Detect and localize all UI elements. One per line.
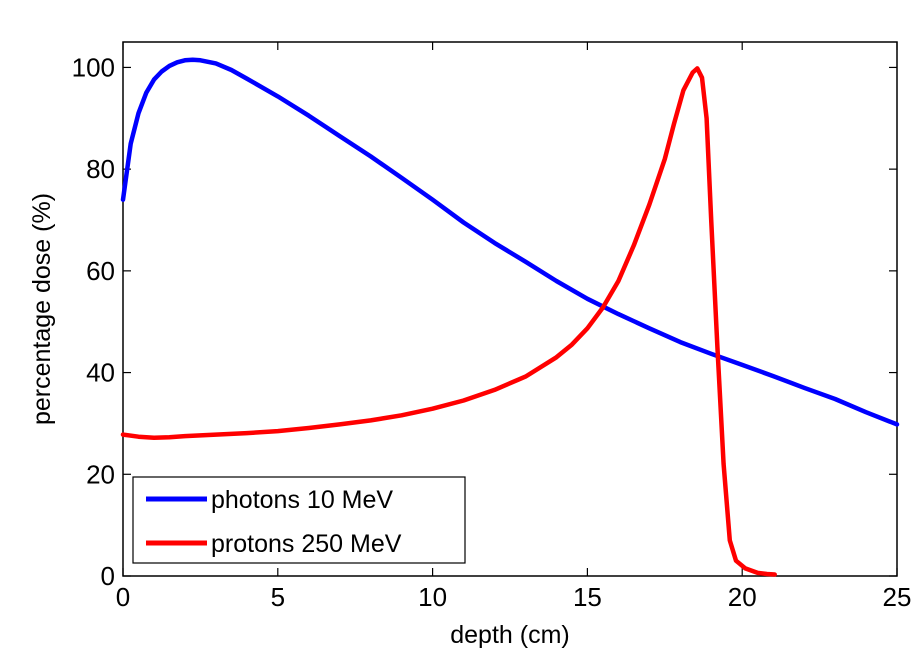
x-tick-label: 15 — [573, 582, 602, 612]
legend-label-photons: photons 10 MeV — [211, 486, 393, 514]
x-tick-label: 25 — [883, 582, 912, 612]
x-axis-label: depth (cm) — [450, 621, 569, 649]
y-tick-label: 60 — [86, 256, 115, 286]
series-line-photons — [120, 57, 900, 427]
x-tick-label: 0 — [116, 582, 130, 612]
legend-box — [132, 476, 466, 564]
legend: photons 10 MeV protons 250 MeV — [132, 476, 466, 564]
tick-labels: 0 5 10 15 20 25 0 20 40 60 80 100 — [72, 52, 912, 612]
y-axis-label: percentage dose (%) — [28, 193, 56, 425]
y-tick-label: 20 — [86, 459, 115, 489]
x-tick-label: 5 — [271, 582, 285, 612]
series-layer — [120, 57, 900, 577]
legend-label-protons: protons 250 MeV — [211, 530, 402, 558]
series-line-protons — [120, 66, 777, 577]
y-tick-label: 40 — [86, 358, 115, 388]
x-tick-label: 20 — [728, 582, 757, 612]
y-tick-label: 100 — [72, 52, 115, 82]
y-tick-label: 80 — [86, 154, 115, 184]
x-tick-label: 10 — [418, 582, 447, 612]
axis-ticks — [122, 42, 898, 577]
y-tick-label: 0 — [101, 561, 115, 591]
